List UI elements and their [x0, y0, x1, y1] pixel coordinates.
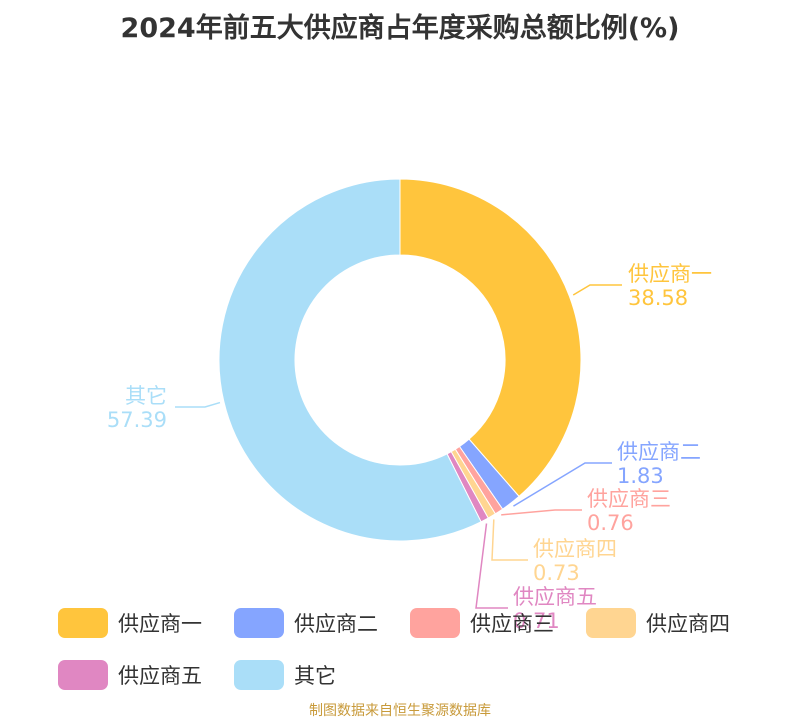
legend-item-other[interactable]: 其它 — [234, 657, 336, 693]
data-source-note: 制图数据来自恒生聚源数据库 — [309, 703, 491, 719]
legend-label: 其它 — [294, 664, 336, 688]
legend-swatch — [58, 608, 108, 638]
leader-line — [491, 519, 528, 561]
chart-title: 2024年前五大供应商占年度采购总额比例(%) — [120, 13, 680, 44]
slice-value-label: 0.73 — [533, 561, 580, 585]
leader-line — [175, 401, 221, 408]
legend-item-supplier-3[interactable]: 供应商三 — [410, 605, 554, 641]
legend-item-supplier-5[interactable]: 供应商五 — [58, 657, 202, 693]
slice-category-label: 供应商二 — [617, 440, 701, 464]
leader-line — [513, 462, 612, 507]
legend-swatch — [234, 660, 284, 690]
legend-label: 供应商五 — [118, 664, 202, 688]
leader-line — [475, 523, 508, 609]
slice-value-label: 57.39 — [107, 408, 167, 432]
slice-category-label: 供应商四 — [533, 537, 617, 561]
slice-other[interactable] — [218, 178, 482, 542]
slice-value-label: 0.71 — [513, 609, 560, 633]
slice-value-label: 1.83 — [617, 464, 664, 488]
legend-swatch — [58, 660, 108, 690]
legend-label: 供应商四 — [646, 612, 730, 636]
leader-line — [501, 509, 582, 516]
slice-category-label: 其它 — [125, 384, 167, 408]
slice-value-label: 38.58 — [628, 286, 688, 310]
legend-item-supplier-4[interactable]: 供应商四 — [586, 605, 730, 641]
slice-category-label: 供应商三 — [587, 487, 671, 511]
legend-swatch — [234, 608, 284, 638]
leader-line — [572, 284, 622, 296]
legend-label: 供应商二 — [294, 612, 378, 636]
legend-label: 供应商三 — [470, 612, 554, 636]
legend-item-supplier-1[interactable]: 供应商一 — [58, 605, 202, 641]
legend-swatch — [586, 608, 636, 638]
legend-label: 供应商一 — [118, 612, 202, 636]
slice-value-label: 0.76 — [587, 511, 634, 535]
slice-category-label: 供应商一 — [628, 262, 712, 286]
legend-swatch — [410, 608, 460, 638]
legend-item-supplier-2[interactable]: 供应商二 — [234, 605, 378, 641]
slice-supplier-1[interactable] — [399, 178, 582, 498]
slice-category-label: 供应商五 — [513, 585, 597, 609]
